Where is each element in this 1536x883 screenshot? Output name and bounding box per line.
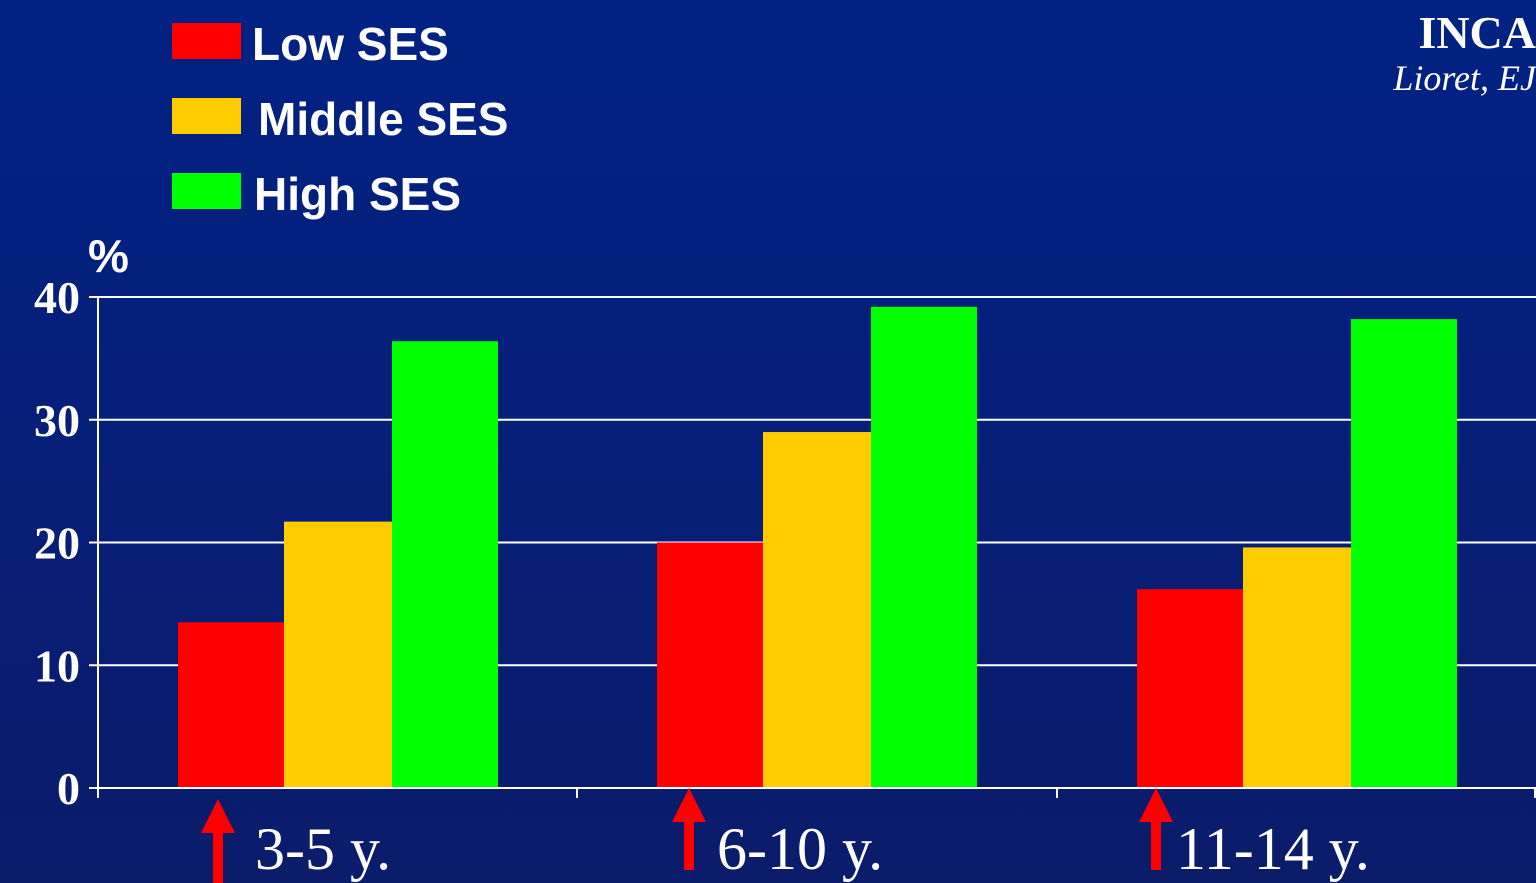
bar-1-1 [763,432,871,788]
y-axis-unit: % [88,230,129,282]
legend-swatch-2 [172,173,241,209]
source-subtitle: Lioret, EJ [1392,58,1536,98]
bar-0-2 [1137,589,1243,788]
arrow-up-icon [1139,788,1173,870]
bar-1-2 [1243,547,1351,788]
legend: Low SES Middle SES High SES [172,18,508,220]
y-tick-label: 10 [34,640,80,691]
legend-swatch-1 [172,98,241,134]
y-tick-label: 20 [34,518,80,569]
legend-swatch-0 [172,23,241,59]
bar-1-0 [284,521,392,788]
legend-label-0: Low SES [252,18,449,70]
source-citation: INCA Lioret, EJ [1392,7,1536,98]
bar-2-0 [392,341,498,788]
y-tick-label: 30 [34,395,80,446]
x-axis-categories: 3-5 y. 6-10 y. 11-14 y. [255,816,1370,882]
legend-label-1: Middle SES [258,93,508,145]
arrow-up-icon [672,788,706,870]
legend-label-2: High SES [254,168,461,220]
source-title: INCA [1418,7,1536,58]
bar-0-0 [178,622,284,788]
x-category-label: 3-5 y. [255,816,391,882]
bar-0-1 [657,542,763,788]
annotation-arrows [201,788,1173,883]
bar-2-1 [871,306,977,788]
bar-2-2 [1351,319,1457,788]
bars [178,306,1457,788]
y-axis-ticks: 0 10 20 30 40 [34,272,98,814]
y-tick-label: 40 [34,272,80,323]
y-tick-label: 0 [57,763,80,814]
x-category-label: 6-10 y. [717,816,883,882]
axes [89,296,1536,798]
arrow-up-icon [201,799,235,883]
x-category-label: 11-14 y. [1176,816,1370,882]
